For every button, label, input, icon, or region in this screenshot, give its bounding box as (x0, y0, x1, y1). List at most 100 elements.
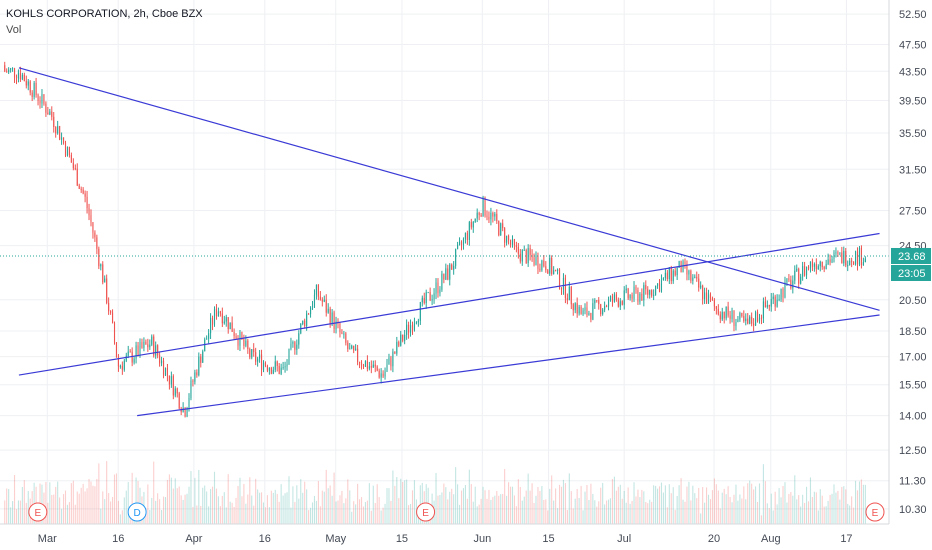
candles[interactable] (4, 61, 866, 418)
candle[interactable] (233, 328, 235, 340)
candle[interactable] (111, 309, 114, 324)
candle[interactable] (335, 316, 337, 334)
candle[interactable] (504, 227, 506, 248)
candle[interactable] (166, 363, 168, 382)
candle[interactable] (658, 279, 661, 293)
candle[interactable] (472, 221, 474, 233)
candle[interactable] (176, 387, 178, 398)
candle[interactable] (98, 246, 100, 270)
earnings-marker[interactable]: E (28, 502, 48, 522)
candle[interactable] (76, 163, 78, 187)
candle[interactable] (517, 243, 519, 259)
candle[interactable] (494, 211, 496, 221)
trendline[interactable] (18, 232, 880, 376)
candle[interactable] (411, 321, 414, 335)
candle[interactable] (219, 310, 221, 317)
candle[interactable] (468, 220, 470, 246)
candle[interactable] (557, 268, 559, 275)
candle[interactable] (668, 266, 670, 284)
candle[interactable] (57, 120, 59, 135)
candle[interactable] (59, 125, 61, 141)
candle[interactable] (182, 402, 184, 413)
candle[interactable] (453, 261, 455, 275)
candle[interactable] (451, 263, 453, 270)
candle[interactable] (809, 261, 812, 273)
candle[interactable] (429, 287, 431, 302)
candle[interactable] (470, 218, 472, 230)
candle[interactable] (80, 186, 82, 193)
candle[interactable] (676, 266, 678, 280)
candle[interactable] (253, 343, 255, 357)
candle[interactable] (41, 89, 43, 109)
candle[interactable] (606, 304, 608, 308)
candle[interactable] (88, 203, 90, 221)
candle[interactable] (192, 379, 194, 387)
candle[interactable] (190, 376, 192, 401)
candle[interactable] (460, 240, 463, 251)
candle[interactable] (104, 275, 106, 283)
candle[interactable] (664, 269, 666, 281)
candle[interactable] (860, 245, 862, 269)
candle[interactable] (245, 335, 247, 348)
candle[interactable] (23, 72, 25, 82)
candle[interactable] (143, 337, 145, 352)
candle[interactable] (208, 329, 210, 344)
candle[interactable] (576, 297, 578, 318)
candle[interactable] (617, 297, 619, 308)
candle[interactable] (829, 254, 831, 266)
candle[interactable] (90, 209, 92, 227)
time-axis[interactable]: Mar 16 Apr 16 May 15 Jun 15 Jul 20 Aug 17 (0, 523, 889, 545)
candle[interactable] (355, 344, 357, 351)
candle[interactable] (562, 273, 565, 295)
candle[interactable] (854, 250, 857, 266)
candle[interactable] (588, 310, 590, 316)
candle[interactable] (127, 345, 129, 359)
candle[interactable] (768, 304, 770, 311)
candle[interactable] (288, 348, 290, 365)
candle[interactable] (421, 295, 423, 307)
volume-indicator-label[interactable]: Vol (6, 24, 22, 36)
candle[interactable] (498, 220, 500, 237)
candle[interactable] (464, 232, 466, 244)
candle[interactable] (564, 274, 566, 304)
candle[interactable] (10, 67, 12, 73)
candle[interactable] (651, 289, 653, 298)
candle[interactable] (531, 249, 533, 262)
candle[interactable] (492, 211, 494, 223)
candle[interactable] (21, 72, 23, 81)
candle[interactable] (349, 342, 351, 350)
candle[interactable] (178, 391, 180, 410)
candle[interactable] (398, 340, 400, 348)
candle[interactable] (372, 360, 374, 368)
candle[interactable] (545, 261, 547, 273)
candle[interactable] (206, 335, 208, 340)
candle[interactable] (137, 341, 139, 357)
candle[interactable] (629, 294, 631, 301)
candle[interactable] (649, 289, 651, 299)
candle[interactable] (476, 208, 478, 223)
candle[interactable] (702, 284, 704, 305)
candle[interactable] (272, 366, 274, 375)
candle[interactable] (578, 304, 580, 316)
candle[interactable] (49, 108, 51, 116)
candle[interactable] (853, 261, 855, 266)
candle[interactable] (353, 345, 355, 354)
candle[interactable] (392, 348, 394, 373)
candle[interactable] (727, 301, 729, 318)
candle[interactable] (762, 297, 764, 324)
candle[interactable] (782, 287, 784, 303)
candle[interactable] (264, 361, 267, 368)
candle[interactable] (417, 318, 419, 327)
candle[interactable] (409, 319, 412, 337)
candle[interactable] (25, 75, 27, 89)
candle[interactable] (257, 356, 259, 367)
candle[interactable] (741, 312, 743, 318)
candle[interactable] (858, 246, 861, 267)
candle[interactable] (639, 292, 641, 305)
candle[interactable] (35, 77, 37, 98)
candle[interactable] (802, 261, 804, 281)
candle[interactable] (227, 317, 229, 334)
candle[interactable] (774, 294, 776, 311)
candle[interactable] (770, 292, 772, 312)
candle[interactable] (43, 94, 45, 106)
